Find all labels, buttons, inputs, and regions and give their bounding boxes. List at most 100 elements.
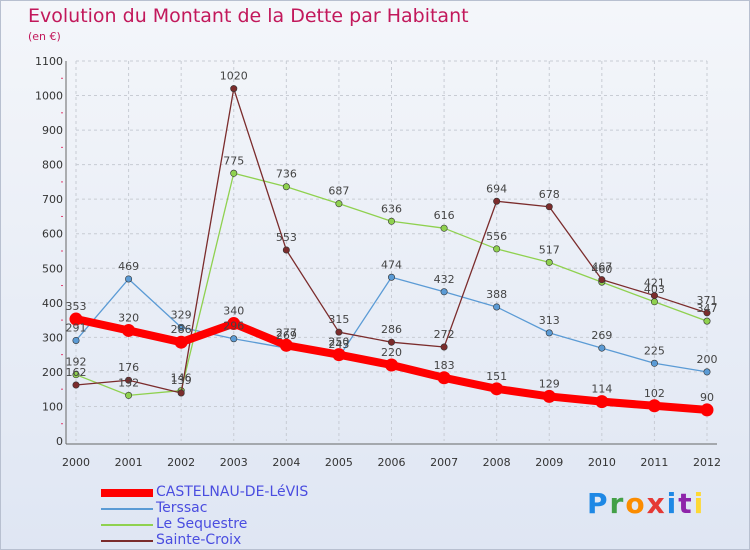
data-point — [387, 217, 395, 225]
data-label: 102 — [644, 387, 665, 400]
data-point — [650, 292, 658, 300]
data-point — [703, 317, 711, 325]
legend-swatch — [101, 540, 153, 542]
data-label: 200 — [697, 353, 718, 366]
data-label: 469 — [118, 260, 139, 273]
x-tick-label: 2007 — [430, 456, 458, 469]
y-tick-label: 1100 — [35, 55, 63, 68]
data-point — [440, 224, 448, 232]
legend-label: CASTELNAU-DE-LéVIS — [156, 484, 309, 500]
x-tick-label: 2005 — [325, 456, 353, 469]
data-label: 403 — [644, 283, 665, 296]
data-point — [230, 85, 238, 93]
data-label: 296 — [223, 320, 244, 333]
y-tick-label: 300 — [42, 331, 63, 344]
x-tick-label: 2001 — [115, 456, 143, 469]
data-point — [437, 371, 451, 385]
legend-swatch — [101, 524, 153, 526]
data-label: 694 — [486, 182, 507, 195]
y-tick-label: 800 — [42, 159, 63, 172]
data-point — [595, 395, 609, 409]
data-label: 90 — [700, 391, 714, 404]
data-point — [72, 381, 80, 389]
data-point — [703, 309, 711, 317]
data-point — [335, 200, 343, 208]
data-label: 315 — [328, 313, 349, 326]
brand-logo: Proxiti — [587, 487, 705, 520]
data-label: 556 — [486, 230, 507, 243]
data-label: 114 — [591, 383, 612, 396]
x-tick-label: 2006 — [378, 456, 406, 469]
data-label: 176 — [118, 361, 139, 374]
x-tick-label: 2011 — [640, 456, 668, 469]
data-label: 678 — [539, 188, 560, 201]
data-point — [650, 298, 658, 306]
x-tick-label: 2002 — [167, 456, 195, 469]
data-point — [72, 371, 80, 379]
data-label: 616 — [434, 209, 455, 222]
data-point — [493, 303, 501, 311]
legend-label: Le Sequestre — [156, 516, 248, 532]
data-label: 1020 — [220, 70, 248, 83]
data-label: 272 — [434, 328, 455, 341]
data-point — [545, 258, 553, 266]
x-tick-label: 2003 — [220, 456, 248, 469]
data-point — [72, 336, 80, 344]
chart-title: Evolution du Montant de la Dette par Hab… — [28, 5, 469, 27]
data-point — [440, 288, 448, 296]
data-point — [385, 358, 398, 372]
data-point — [332, 348, 346, 362]
brand-letter: P — [587, 487, 610, 520]
data-point — [335, 328, 343, 336]
brand-letter: x — [646, 487, 667, 520]
data-point — [650, 359, 658, 367]
data-point — [177, 323, 185, 331]
data-point — [440, 343, 448, 351]
data-label: 291 — [66, 321, 87, 334]
y-tick-label: 900 — [42, 124, 63, 137]
data-label: 139 — [171, 374, 192, 387]
data-label: 277 — [276, 326, 297, 339]
x-tick-label: 2004 — [272, 456, 300, 469]
data-label: 183 — [434, 359, 455, 372]
data-label: 146 — [171, 372, 192, 385]
data-point — [542, 389, 556, 403]
data-label: 192 — [66, 356, 87, 369]
data-label: 329 — [171, 308, 192, 321]
data-point — [647, 399, 661, 413]
legend-swatch — [101, 508, 153, 510]
legend-swatch — [101, 489, 153, 497]
y-tick-label: 0 — [56, 435, 63, 448]
data-point — [598, 344, 606, 352]
data-label: 553 — [276, 231, 297, 244]
data-label: 736 — [276, 168, 297, 181]
data-point — [545, 203, 553, 211]
data-label: 320 — [118, 311, 139, 324]
data-label: 388 — [486, 288, 507, 301]
brand-letter: r — [609, 487, 626, 520]
data-point — [122, 323, 136, 337]
data-label: 162 — [66, 366, 87, 379]
data-point — [598, 276, 606, 284]
data-label: 353 — [66, 300, 87, 313]
data-point — [700, 403, 714, 417]
data-label: 225 — [644, 344, 665, 357]
data-label: 243 — [328, 338, 349, 351]
data-point — [279, 338, 293, 352]
data-label: 775 — [223, 154, 244, 167]
data-label: 467 — [591, 261, 612, 274]
legend-label: Sainte-Croix — [156, 532, 242, 548]
data-point — [387, 273, 395, 281]
data-point — [230, 169, 238, 177]
data-label: 269 — [276, 329, 297, 342]
x-tick-label: 2012 — [693, 456, 721, 469]
y-tick-label: 500 — [42, 262, 63, 275]
y-tick-label: 600 — [42, 228, 63, 241]
data-label: 129 — [539, 377, 560, 390]
data-label: 517 — [539, 243, 560, 256]
data-point — [174, 335, 188, 349]
data-point — [230, 335, 238, 343]
y-tick-label: 200 — [42, 366, 63, 379]
